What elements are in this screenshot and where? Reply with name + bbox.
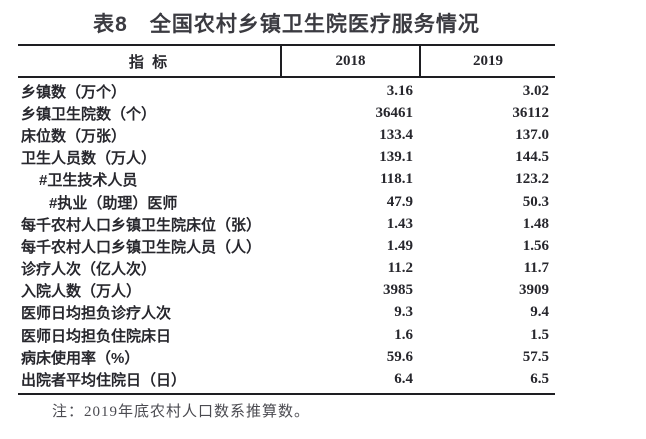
header-year-2018: 2018 [280, 46, 419, 76]
value-2018-cell: 133.4 [379, 126, 413, 143]
value-2019-cell: 9.4 [530, 304, 549, 321]
value-2019-cell: 1.48 [522, 215, 549, 232]
value-2018-cell: 6.4 [394, 371, 413, 388]
table-row: 乡镇卫生院数（个） 36461 36112 [18, 102, 555, 124]
value-2018-cell: 118.1 [380, 171, 413, 188]
indicator-cell: 入院人数（万人） [21, 283, 142, 301]
header-year-2019: 2019 [419, 46, 555, 76]
value-2019-cell: 1.5 [530, 326, 549, 343]
table-body: 乡镇数（万个） 3.16 3.02 乡镇卫生院数（个） 36461 36112 … [18, 78, 555, 395]
value-2019-cell: 1.56 [522, 237, 549, 254]
table-row: 床位数（万张） 133.4 137.0 [18, 124, 555, 146]
table-row: 出院者平均住院日（日） 6.4 6.5 [18, 368, 555, 390]
value-2019-cell: 137.0 [515, 126, 549, 143]
value-2018-cell: 9.3 [394, 304, 413, 321]
value-2019-cell: 144.5 [515, 149, 549, 166]
value-2018-cell: 59.6 [386, 348, 413, 365]
value-2019-cell: 6.5 [530, 371, 549, 388]
value-2019-cell: 3909 [519, 282, 549, 299]
value-2018-cell: 1.6 [394, 326, 413, 343]
table-row: 每千农村人口乡镇卫生院人员（人） 1.49 1.56 [18, 235, 555, 257]
value-2018-cell: 1.49 [386, 237, 413, 254]
indicator-cell: 出院者平均住院日（日） [21, 372, 187, 390]
value-2019-cell: 3.02 [522, 82, 549, 99]
indicator-cell: 每千农村人口乡镇卫生院床位（张） [21, 216, 262, 234]
statistics-table: 指 标 2018 2019 乡镇数（万个） 3.16 3.02 乡镇卫生院数（个… [18, 44, 555, 395]
indicator-cell: #卫生技术人员 [39, 172, 138, 190]
value-2019-cell: 11.7 [523, 260, 549, 277]
indicator-cell: 每千农村人口乡镇卫生院人员（人） [21, 238, 262, 256]
table-row: 入院人数（万人） 3985 3909 [18, 280, 555, 302]
table-row: 乡镇数（万个） 3.16 3.02 [18, 80, 555, 102]
indicator-cell: #执业（助理）医师 [49, 194, 178, 212]
indicator-cell: 乡镇数（万个） [21, 83, 127, 101]
indicator-cell: 病床使用率（%） [21, 349, 140, 367]
value-2018-cell: 3.16 [386, 82, 413, 99]
value-2018-cell: 11.2 [387, 260, 413, 277]
table-row: #执业（助理）医师 47.9 50.3 [18, 191, 555, 213]
indicator-cell: 诊疗人次（亿人次） [21, 261, 157, 279]
table-row: 医师日均担负诊疗人次 9.3 9.4 [18, 302, 555, 324]
value-2018-cell: 3985 [383, 282, 413, 299]
value-2019-cell: 57.5 [522, 348, 549, 365]
value-2019-cell: 36112 [512, 104, 549, 121]
indicator-cell: 医师日均担负诊疗人次 [21, 305, 172, 323]
indicator-cell: 医师日均担负住院床日 [21, 327, 172, 345]
table-row: 每千农村人口乡镇卫生院床位（张） 1.43 1.48 [18, 213, 555, 235]
value-2019-cell: 123.2 [515, 171, 549, 188]
value-2018-cell: 1.43 [386, 215, 413, 232]
value-2018-cell: 36461 [375, 104, 414, 121]
indicator-cell: 乡镇卫生院数（个） [21, 105, 157, 123]
table-title: 表8 全国农村乡镇卫生院医疗服务情况 [93, 13, 480, 36]
table-row: 病床使用率（%） 59.6 57.5 [18, 346, 555, 368]
footnote: 注：2019年底农村人口数系推算数。 [52, 404, 311, 420]
indicator-cell: 床位数（万张） [21, 127, 127, 145]
table-row: #卫生技术人员 118.1 123.2 [18, 169, 555, 191]
value-2018-cell: 139.1 [379, 149, 413, 166]
table-row: 诊疗人次（亿人次） 11.2 11.7 [18, 258, 555, 280]
table-row: 卫生人员数（万人） 139.1 144.5 [18, 147, 555, 169]
table-row: 医师日均担负住院床日 1.6 1.5 [18, 324, 555, 346]
indicator-cell: 卫生人员数（万人） [21, 150, 157, 168]
table-header-row: 指 标 2018 2019 [18, 44, 555, 78]
value-2019-cell: 50.3 [522, 193, 549, 210]
value-2018-cell: 47.9 [386, 193, 413, 210]
header-indicator: 指 标 [128, 53, 170, 71]
